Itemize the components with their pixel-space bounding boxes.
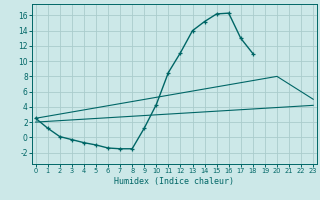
X-axis label: Humidex (Indice chaleur): Humidex (Indice chaleur) [115,177,234,186]
